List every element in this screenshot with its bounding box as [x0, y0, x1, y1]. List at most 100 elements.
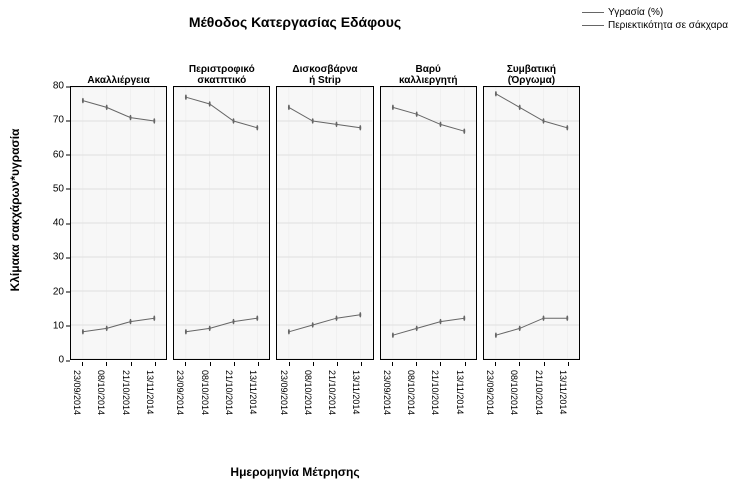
x-axis-label: Ημερομηνία Μέτρησης	[0, 465, 590, 479]
series-line	[289, 107, 360, 127]
data-point	[495, 332, 497, 337]
x-tick-label: 13/11/2014	[145, 370, 155, 414]
legend-item: Περιεκτικότητα σε σάκχαρα	[582, 19, 728, 32]
legend-item: Υγρασία (%)	[582, 6, 728, 19]
data-point	[495, 91, 497, 96]
xaxis-row: 23/09/2014 08/10/2014 21/10/2014 13/11/2014…	[70, 362, 580, 452]
x-tick-label: 23/09/2014	[382, 370, 392, 415]
data-point	[312, 118, 314, 123]
y-tick-label: 80	[40, 81, 64, 92]
data-point	[439, 319, 441, 324]
panels-row: ΑκαλλιέργειαΠεριστροφικό σκατπτικόΔισκοσ…	[70, 60, 580, 360]
legend: Υγρασία (%)Περιεκτικότητα σε σάκχαρα	[582, 6, 728, 32]
y-tick-label: 40	[40, 218, 64, 229]
panel: Βαρύ καλλιεργητή	[380, 60, 477, 360]
x-tick-label: 23/09/2014	[279, 370, 289, 415]
data-point	[185, 329, 187, 334]
data-point	[209, 326, 211, 331]
data-point	[82, 329, 84, 334]
data-point	[257, 125, 259, 130]
panel-title: Δισκοσβάρνα ή Strip	[276, 60, 373, 86]
y-tick-label: 50	[40, 183, 64, 194]
x-tick-label: 08/10/2014	[406, 370, 416, 415]
series-line	[393, 107, 464, 131]
data-point	[566, 315, 568, 320]
panel: Συμβατική (Όργωμα)	[483, 60, 580, 360]
data-point	[185, 94, 187, 99]
series-line	[496, 94, 567, 128]
y-ticks: 01020304050607080	[42, 60, 66, 360]
data-point	[519, 105, 521, 110]
data-point	[288, 105, 290, 110]
plot-area	[173, 86, 270, 360]
y-tick-label: 30	[40, 252, 64, 263]
xaxis-panel: 23/09/2014 08/10/2014 21/10/2014 13/11/2014	[276, 362, 373, 452]
x-tick-label: 21/10/2014	[121, 370, 131, 415]
xaxis-panel: 23/09/201408/10/201421/10/201413/11/2014	[70, 362, 167, 452]
series-line	[393, 318, 464, 335]
plot-area	[70, 86, 167, 360]
series-line	[496, 318, 567, 335]
x-tick-label: 23/09/2014	[485, 370, 495, 415]
data-point	[392, 332, 394, 337]
legend-label: Περιεκτικότητα σε σάκχαρα	[608, 19, 728, 32]
data-point	[542, 118, 544, 123]
plot-area	[380, 86, 477, 360]
data-point	[519, 326, 521, 331]
series-line	[83, 101, 154, 121]
data-point	[463, 128, 465, 133]
data-point	[566, 125, 568, 130]
y-tick-label: 20	[40, 286, 64, 297]
series-line	[186, 97, 257, 128]
data-point	[209, 101, 211, 106]
data-point	[153, 315, 155, 320]
panel-title: Περιστροφικό σκατπτικό	[173, 60, 270, 86]
panel-title: Συμβατική (Όργωμα)	[483, 60, 580, 86]
data-point	[130, 115, 132, 120]
data-point	[106, 326, 108, 331]
x-tick-label: 08/10/2014	[303, 370, 313, 415]
x-tick-label: 13/11/2014	[351, 370, 361, 414]
panel: Περιστροφικό σκατπτικό	[173, 60, 270, 360]
data-point	[439, 122, 441, 127]
data-point	[336, 122, 338, 127]
series-line	[289, 315, 360, 332]
data-point	[82, 98, 84, 103]
xaxis-panel: 23/09/2014 08/10/2014 21/10/2014 13/11/2014	[483, 362, 580, 452]
figure: Μέθοδος Κατεργασίας Εδάφους Υγρασία (%)Π…	[0, 0, 736, 501]
x-tick-label: 08/10/2014	[200, 370, 210, 415]
data-point	[233, 118, 235, 123]
panel-title: Βαρύ καλλιεργητή	[380, 60, 477, 86]
data-point	[542, 315, 544, 320]
x-tick-label: 23/09/2014	[175, 370, 185, 415]
x-tick-label: 13/11/2014	[558, 370, 568, 414]
data-point	[257, 315, 259, 320]
legend-label: Υγρασία (%)	[608, 6, 663, 19]
x-tick-label: 08/10/2014	[96, 370, 106, 415]
data-point	[288, 329, 290, 334]
x-tick-label: 21/10/2014	[224, 370, 234, 415]
xaxis-panel: 23/09/201408/10/201421/10/201413/11/2014	[173, 362, 270, 452]
panel-title: Ακαλλιέργεια	[70, 60, 167, 86]
data-point	[130, 319, 132, 324]
data-point	[312, 322, 314, 327]
x-tick-label: 21/10/2014	[327, 370, 337, 415]
legend-swatch	[582, 25, 604, 26]
y-tick-label: 0	[40, 355, 64, 366]
plot-area	[483, 86, 580, 360]
data-point	[415, 326, 417, 331]
x-tick-label: 08/10/2014	[509, 370, 519, 415]
plot-area	[276, 86, 373, 360]
x-tick-label: 21/10/2014	[534, 370, 544, 415]
y-tick-label: 60	[40, 149, 64, 160]
panel: Ακαλλιέργεια	[70, 60, 167, 360]
x-tick-label: 21/10/2014	[430, 370, 440, 415]
data-point	[392, 105, 394, 110]
data-point	[336, 315, 338, 320]
data-point	[415, 111, 417, 116]
main-title: Μέθοδος Κατεργασίας Εδάφους	[0, 14, 590, 30]
data-point	[106, 105, 108, 110]
legend-swatch	[582, 12, 604, 13]
data-point	[463, 315, 465, 320]
y-axis-label: Κλίμακα σακχάρων*υγρασία	[8, 60, 22, 360]
